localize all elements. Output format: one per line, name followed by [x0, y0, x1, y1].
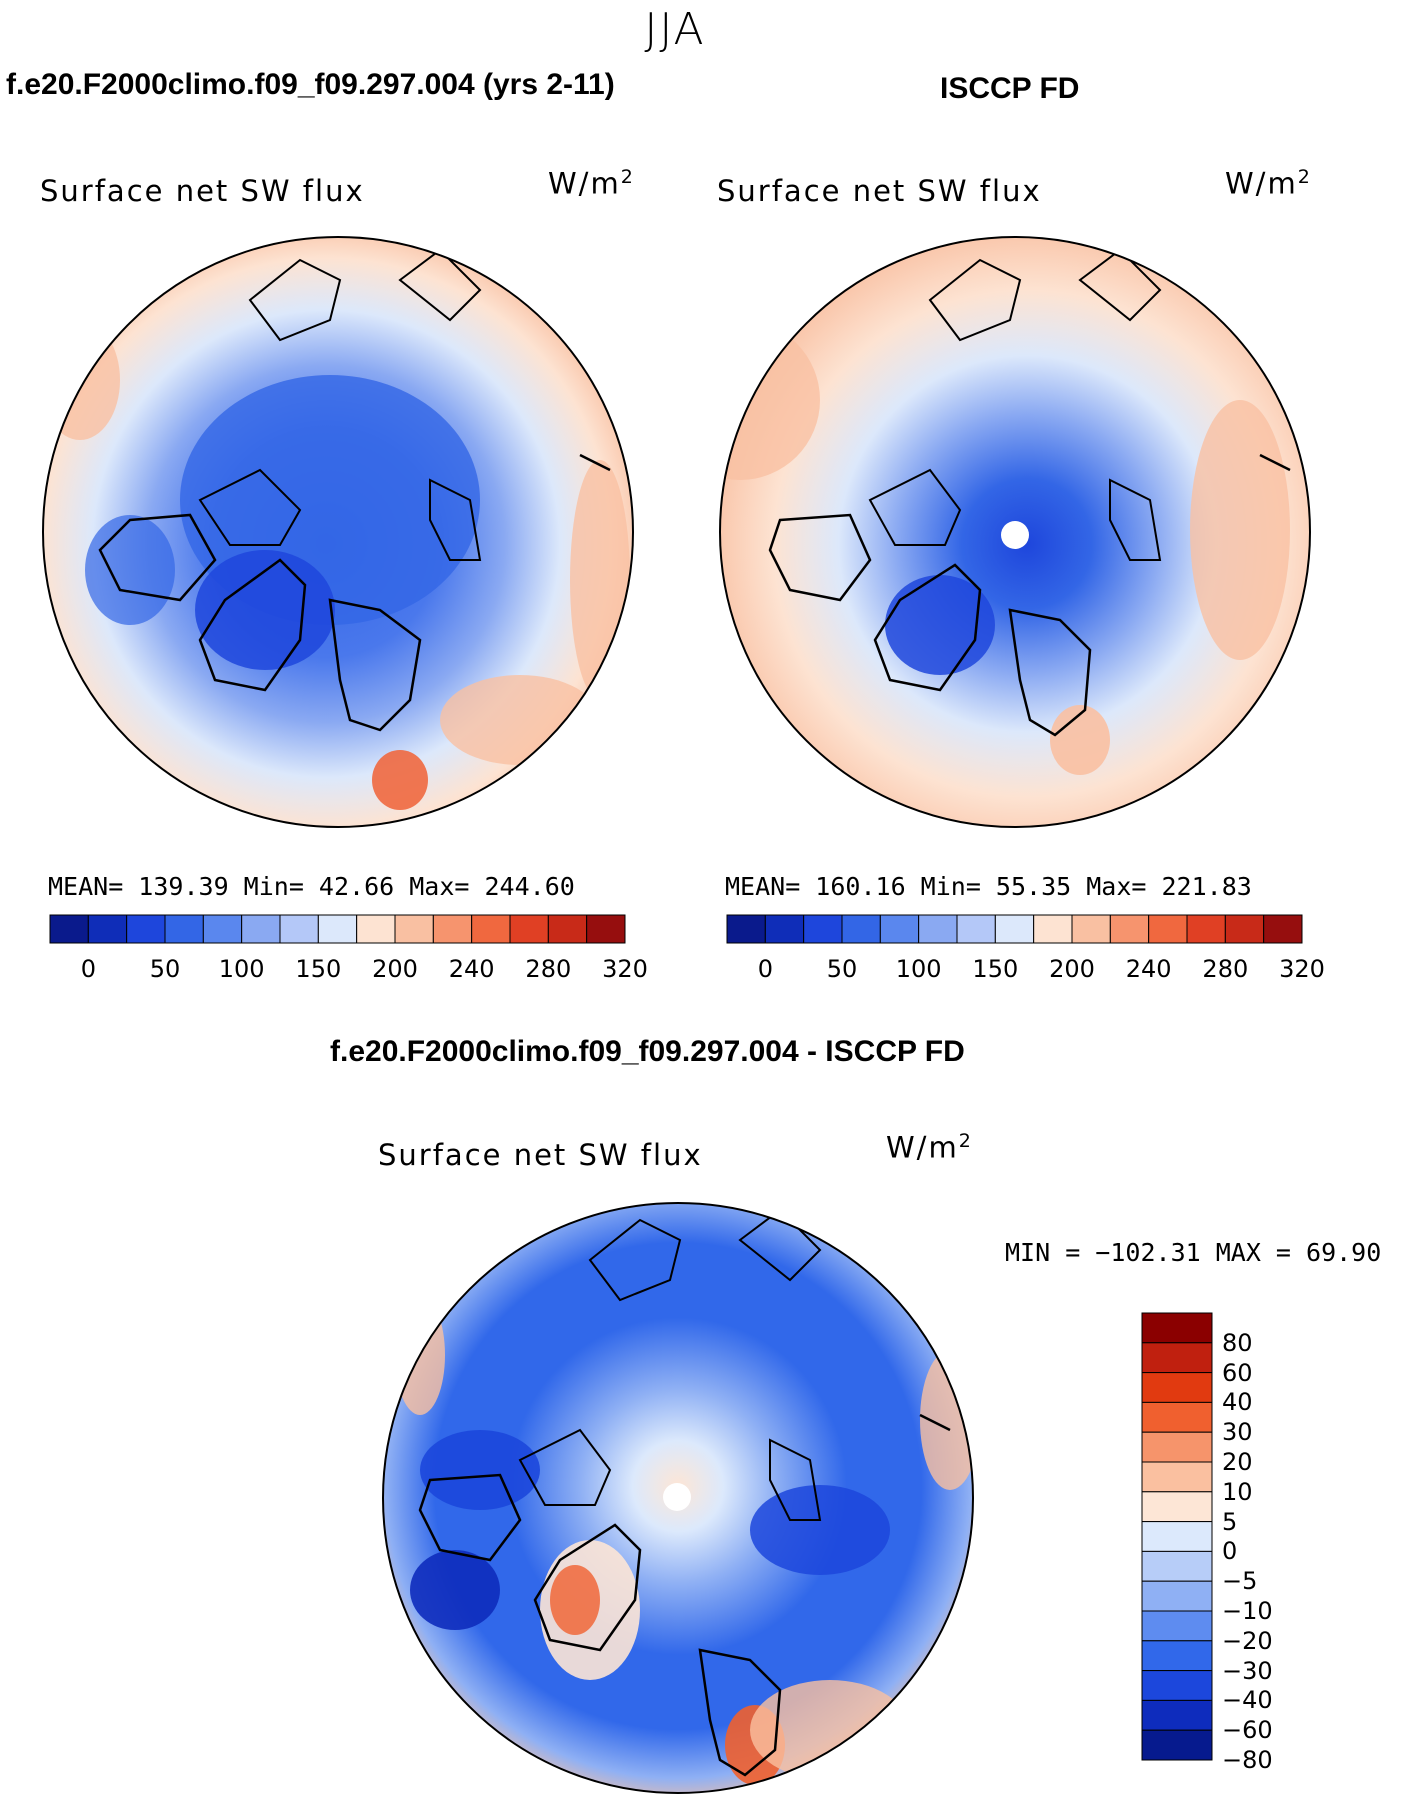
model-colorbar-tick: 50 — [149, 955, 181, 983]
model-map — [43, 237, 633, 827]
obs-stats: MEAN= 160.16 Min= 55.35 Max= 221.83 — [725, 872, 1252, 901]
obs-colorbar-tick: 50 — [826, 955, 858, 983]
obs-colorbar-box — [726, 914, 766, 944]
model-colorbar-box — [394, 914, 434, 944]
diff-colorbar-tick: 10 — [1222, 1477, 1253, 1506]
obs-panel-label: Surface net SW flux — [717, 174, 1042, 208]
model-colorbar-box — [317, 914, 358, 944]
diff-colorbar-box — [1141, 1640, 1213, 1672]
diff-colorbar-tick: −30 — [1222, 1656, 1273, 1685]
model-colorbar-tick: 0 — [80, 955, 96, 983]
model-colorbar-box — [49, 914, 89, 944]
obs-colorbar-box — [1071, 914, 1111, 944]
model-colorbar-box — [547, 914, 588, 944]
obs-colorbar-box — [1224, 914, 1265, 944]
diff-panel-label: Surface net SW flux — [378, 1138, 703, 1172]
model-colorbar-tick: 240 — [448, 955, 495, 983]
diff-colorbar-tick: 30 — [1222, 1418, 1253, 1447]
diff-colorbar-tick: 40 — [1222, 1388, 1253, 1417]
model-colorbar-box — [471, 914, 511, 944]
diff-map-border — [382, 1202, 974, 1794]
obs-colorbar-box — [764, 914, 805, 944]
diff-colorbar-box — [1141, 1431, 1213, 1463]
model-colorbar-box — [164, 914, 204, 944]
obs-colorbar-tick: 150 — [972, 955, 1019, 983]
diff-colorbar-tick: −20 — [1222, 1626, 1273, 1655]
model-colorbar-tick: 320 — [602, 955, 648, 983]
obs-colorbar-box — [1263, 914, 1303, 944]
obs-colorbar-tick: 320 — [1279, 955, 1325, 983]
diff-colorbar-box — [1141, 1312, 1213, 1344]
model-colorbar-box — [87, 914, 128, 944]
obs-map-border — [719, 236, 1311, 828]
obs-title: ISCCP FD — [940, 72, 1080, 105]
diff-colorbar-tick: −5 — [1222, 1567, 1258, 1596]
obs-colorbar-tick: 100 — [895, 955, 942, 983]
model-colorbar-box — [356, 914, 396, 944]
diff-colorbar-tick: 20 — [1222, 1448, 1253, 1476]
obs-colorbar-tick: 240 — [1125, 955, 1172, 983]
obs-colorbar-box — [1148, 914, 1188, 944]
model-colorbar-box — [586, 914, 626, 944]
obs-colorbar-box — [879, 914, 920, 944]
obs-colorbar-box — [994, 914, 1035, 944]
diff-colorbar-tick: −80 — [1222, 1746, 1273, 1774]
obs-colorbar-box — [803, 914, 843, 944]
diff-colorbar-tick: −40 — [1222, 1686, 1273, 1715]
model-colorbar-tick: 280 — [525, 955, 572, 983]
diff-colorbar-box — [1141, 1550, 1213, 1582]
diff-colorbar-box — [1141, 1699, 1213, 1731]
diff-title: f.e20.F2000climo.f09_f09.297.004 - ISCCP… — [330, 1035, 965, 1068]
obs-colorbar-tick: 280 — [1202, 955, 1249, 983]
obs-colorbar-box — [1033, 914, 1073, 944]
diff-colorbar-box — [1141, 1729, 1213, 1761]
diff-colorbar-tick: 0 — [1222, 1537, 1238, 1566]
diff-colorbar-tick: −10 — [1222, 1597, 1273, 1625]
obs-colorbar-box — [918, 914, 958, 944]
model-colorbar — [49, 914, 626, 944]
diff-colorbar-box — [1141, 1491, 1213, 1523]
model-colorbar-box — [126, 914, 166, 944]
model-title: f.e20.F2000climo.f09_f09.297.004 (yrs 2-… — [6, 68, 615, 101]
diff-colorbar-tick: 80 — [1222, 1328, 1253, 1357]
obs-colorbar-tick: 200 — [1049, 955, 1095, 983]
diff-colorbar-box — [1141, 1521, 1213, 1552]
obs-units: W/m2 — [1225, 166, 1312, 201]
diff-colorbar — [1141, 1312, 1213, 1761]
diff-colorbar-tick: 60 — [1222, 1358, 1253, 1387]
diff-colorbar-box — [1141, 1580, 1213, 1612]
obs-map — [720, 237, 1310, 827]
obs-colorbar-box — [956, 914, 996, 944]
diff-colorbar-box — [1141, 1342, 1213, 1374]
model-map-border — [42, 236, 634, 828]
model-colorbar-box — [279, 914, 319, 944]
obs-colorbar — [726, 914, 1303, 944]
model-colorbar-box — [432, 914, 473, 944]
diff-colorbar-tick: −60 — [1222, 1716, 1273, 1745]
diff-map — [383, 1203, 973, 1793]
diff-colorbar-box — [1141, 1610, 1213, 1642]
model-stats: MEAN= 139.39 Min= 42.66 Max= 244.60 — [48, 872, 575, 901]
diff-stats: MIN = −102.31 MAX = 69.90 — [1005, 1238, 1382, 1267]
diff-colorbar-box — [1141, 1401, 1213, 1433]
obs-colorbar-tick: 0 — [757, 955, 773, 983]
model-colorbar-box — [202, 914, 243, 944]
model-colorbar-tick: 200 — [372, 955, 418, 983]
model-colorbar-box — [241, 914, 281, 944]
obs-colorbar-box — [1109, 914, 1150, 944]
model-colorbar-tick: 150 — [295, 955, 342, 983]
diff-units: W/m2 — [886, 1130, 973, 1165]
obs-colorbar-box — [841, 914, 881, 944]
obs-colorbar-box — [1186, 914, 1226, 944]
model-colorbar-box — [509, 914, 549, 944]
diff-colorbar-box — [1141, 1372, 1213, 1403]
model-colorbar-tick: 100 — [218, 955, 265, 983]
season-title: JJA — [644, 4, 706, 55]
model-units: W/m2 — [548, 166, 635, 201]
model-panel-label: Surface net SW flux — [40, 174, 365, 208]
diff-colorbar-tick: 5 — [1222, 1507, 1238, 1536]
diff-colorbar-box — [1141, 1461, 1213, 1493]
diff-colorbar-box — [1141, 1670, 1213, 1701]
